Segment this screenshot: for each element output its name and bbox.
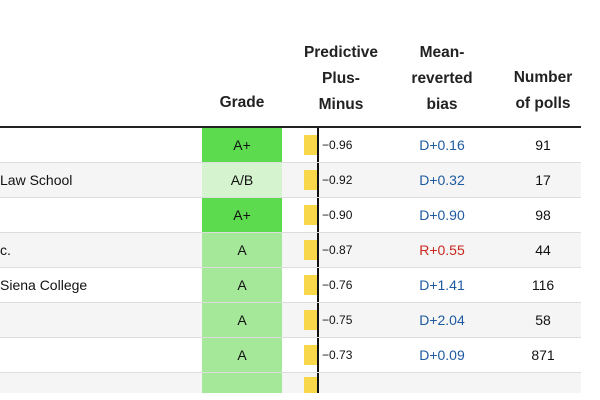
polls-count: 91 [535,137,551,153]
grade-cell [202,373,282,393]
polls-count: 98 [535,207,551,223]
header-divider [0,126,581,128]
plus-minus-axis [317,268,319,302]
grade-cell: A [202,233,282,267]
plus-minus-value: −0.92 [322,173,353,187]
plus-minus-value: −0.73 [322,348,353,362]
plus-minus-axis [317,303,319,337]
pollster-name[interactable]: Siena College [0,277,88,293]
grade-cell: A+ [202,128,282,162]
polls-count: 116 [531,277,555,293]
table-row: A −0.73 D+0.09 871 [0,338,581,373]
plus-minus-value: −0.87 [322,243,353,257]
header-grade[interactable]: Grade [219,94,265,111]
plus-minus-value: −0.76 [322,278,353,292]
table-row: Siena College A −0.76 D+1.41 116 [0,268,581,303]
plus-minus-axis [317,233,319,267]
table-row: A −0.75 D+2.04 58 [0,303,581,338]
bias-value: D+0.90 [419,207,465,223]
plus-minus-bar [304,240,317,260]
grade-cell: A [202,303,282,337]
plus-minus-axis [317,128,319,162]
bias-value: D+2.04 [419,312,465,328]
bias-value: D+0.16 [419,137,465,153]
plus-minus-value: −0.90 [322,208,353,222]
polls-count: 871 [531,347,555,363]
grade-cell: A/B [202,163,282,197]
plus-minus-axis [317,338,319,372]
plus-minus-axis [317,163,319,197]
header-predictive-plus-minus[interactable]: Predictive Plus- Minus [303,44,379,113]
table-row: A+ −0.90 D+0.90 98 [0,198,581,233]
plus-minus-bar [304,310,317,330]
plus-minus-bar [304,275,317,295]
plus-minus-bar [304,170,317,190]
bias-value: D+0.09 [419,347,465,363]
plus-minus-axis [317,198,319,232]
table-row: Law School A/B −0.92 D+0.32 17 [0,163,581,198]
bias-value: D+0.32 [419,172,465,188]
polls-count: 58 [535,312,551,328]
grade-cell: A [202,268,282,302]
grade-cell: A [202,338,282,372]
plus-minus-value: −0.75 [322,313,353,327]
plus-minus-axis [317,373,319,393]
header-number-of-polls[interactable]: Number of polls [513,69,573,112]
polls-count: 44 [535,242,551,258]
table-body: A+ −0.96 D+0.16 91 Law School A/B −0.92 … [0,128,581,393]
table-row-partial [0,373,581,393]
bias-value: D+1.41 [419,277,465,293]
bias-value: R+0.55 [419,242,465,258]
grade-cell: A+ [202,198,282,232]
plus-minus-bar [304,135,317,155]
header-mean-reverted-bias[interactable]: Mean- reverted bias [411,44,473,113]
plus-minus-bar [304,345,317,365]
plus-minus-value: −0.96 [322,138,353,152]
plus-minus-bar [304,205,317,225]
plus-minus-bar [304,377,317,393]
table-row: A+ −0.96 D+0.16 91 [0,128,581,163]
polls-count: 17 [535,172,551,188]
table-row: c. A −0.87 R+0.55 44 [0,233,581,268]
pollster-name[interactable]: c. [0,242,11,258]
pollster-name[interactable]: Law School [0,172,73,188]
